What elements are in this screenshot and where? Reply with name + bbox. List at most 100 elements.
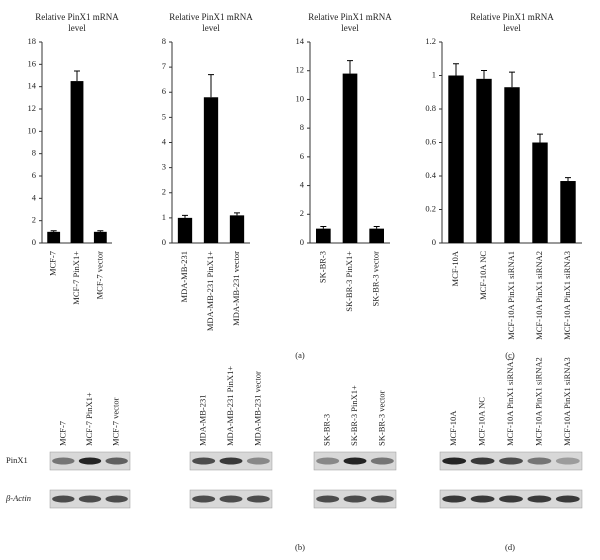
error-bar <box>509 71 515 88</box>
bar <box>93 231 107 243</box>
y-tick-label: 8 <box>162 36 166 46</box>
y-tick-label: 6 <box>32 170 36 180</box>
blot-band <box>442 457 467 465</box>
panel-label: (b) <box>295 542 305 552</box>
chart-title: Relative PinX1 mRNA level <box>308 12 392 33</box>
panel-label: (d) <box>505 542 515 552</box>
panel-label: (c) <box>505 350 515 360</box>
lane-label: SK-BR-3 <box>322 414 332 446</box>
x-tick-label: MDA-MB-231 <box>179 251 189 302</box>
bar <box>369 228 384 243</box>
blot-band <box>527 457 552 465</box>
bar <box>560 181 576 243</box>
lane-label: MDA-MB-231 PinX1+ <box>225 366 235 446</box>
chart-title: Relative PinX1 mRNA level <box>35 12 119 33</box>
y-tick-label: 8 <box>32 148 36 158</box>
y-tick-label: 10 <box>296 93 305 103</box>
x-tick-label: MCF-7 <box>48 251 58 276</box>
blot-band <box>442 495 467 503</box>
x-tick-label: MCF-10A PinX1 siRNA2 <box>534 251 544 340</box>
y-tick-label: 6 <box>162 86 166 96</box>
lane-label: SK-BR-3 vector <box>376 390 386 446</box>
lane-label: SK-BR-3 PinX1+ <box>349 385 359 446</box>
y-tick-label: 1.2 <box>425 36 436 46</box>
y-tick-label: 2 <box>300 208 304 218</box>
blot-band <box>246 495 270 503</box>
x-tick-label: MCF-10A <box>450 250 460 286</box>
x-tick-label: SK-BR-3 vector <box>371 251 381 307</box>
blot-band <box>499 457 523 465</box>
y-tick-label: 4 <box>300 180 305 190</box>
blot-band <box>343 495 367 503</box>
lane-label: MCF-7 PinX1+ <box>84 392 94 446</box>
blot-band <box>499 495 523 503</box>
bar <box>532 142 548 243</box>
bar <box>342 73 358 243</box>
y-tick-label: 10 <box>28 125 37 135</box>
x-tick-label: MCF-7 PinX1+ <box>71 251 81 305</box>
y-tick-label: 1 <box>432 69 436 79</box>
y-tick-label: 0 <box>432 237 436 247</box>
blot-band <box>78 457 102 465</box>
y-tick-label: 4 <box>162 136 167 146</box>
panel-label: (a) <box>295 350 305 360</box>
y-tick-label: 7 <box>162 61 166 71</box>
blot-band <box>52 457 75 465</box>
lane-label: MDA-MB-231 <box>198 395 208 446</box>
bar <box>476 78 492 243</box>
bar <box>70 81 84 243</box>
lane-label: MCF-10A PinX1 siRNA3 <box>562 357 572 446</box>
blot-band <box>219 495 243 503</box>
y-tick-label: 18 <box>28 36 37 46</box>
error-bar <box>537 133 543 143</box>
lane-label: MCF-7 vector <box>111 397 121 446</box>
y-tick-label: 8 <box>300 122 304 132</box>
y-tick-label: 12 <box>296 65 305 75</box>
y-tick-label: 2 <box>32 215 36 225</box>
error-bar <box>373 225 380 229</box>
y-tick-label: 0 <box>32 237 36 247</box>
lane-label: MDA-MB-231 vector <box>252 371 262 446</box>
blot-band <box>370 495 394 503</box>
blot-band <box>316 457 340 465</box>
y-tick-label: 5 <box>162 111 166 121</box>
bar <box>203 97 219 244</box>
blot-band <box>52 495 75 503</box>
blot-band <box>78 495 102 503</box>
y-tick-label: 14 <box>296 36 305 46</box>
error-bar <box>234 212 240 216</box>
chart-title: Relative PinX1 mRNA level <box>169 12 253 33</box>
error-bar <box>182 214 188 218</box>
chart-title: Relative PinX1 mRNA level <box>470 12 554 33</box>
error-bar <box>74 70 80 82</box>
blot-band <box>555 457 580 465</box>
blot-band <box>316 495 340 503</box>
error-bar <box>97 230 104 232</box>
blot-band <box>555 495 580 503</box>
blot-row-label: β-Actin <box>5 493 31 503</box>
y-tick-label: 2 <box>162 187 166 197</box>
lane-label: MCF-7 <box>57 421 67 446</box>
x-tick-label: MDA-MB-231 PinX1+ <box>205 251 215 331</box>
x-tick-label: MCF-7 vector <box>94 251 104 300</box>
blot-band <box>370 457 394 465</box>
y-tick-label: 6 <box>300 151 304 161</box>
blot-band <box>470 457 495 465</box>
blot-band <box>219 457 243 465</box>
lane-label: MCF-10A PinX1 siRNA2 <box>533 357 543 446</box>
y-tick-label: 14 <box>28 81 37 91</box>
bar <box>177 217 193 243</box>
lane-label: MCF-10A <box>448 410 458 446</box>
y-tick-label: 0 <box>162 237 166 247</box>
blot-band <box>192 457 216 465</box>
bar <box>316 228 331 243</box>
x-tick-label: SK-BR-3 PinX1+ <box>344 251 354 312</box>
blot-band <box>105 457 128 465</box>
lane-label: MCF-10A PinX1 siRNA1 <box>505 357 515 446</box>
y-tick-label: 16 <box>28 58 37 68</box>
blot-band <box>105 495 128 503</box>
bar <box>504 87 520 243</box>
bar <box>229 215 245 243</box>
